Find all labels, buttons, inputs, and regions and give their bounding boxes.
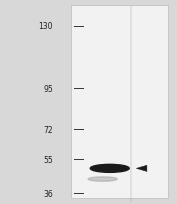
Text: 130: 130 xyxy=(39,22,53,31)
Text: 95: 95 xyxy=(43,84,53,93)
Polygon shape xyxy=(136,165,147,172)
Text: 55: 55 xyxy=(43,155,53,164)
Ellipse shape xyxy=(90,165,129,173)
Ellipse shape xyxy=(88,177,117,181)
FancyBboxPatch shape xyxy=(71,6,168,198)
Text: 36: 36 xyxy=(43,189,53,198)
Text: 72: 72 xyxy=(44,125,53,134)
